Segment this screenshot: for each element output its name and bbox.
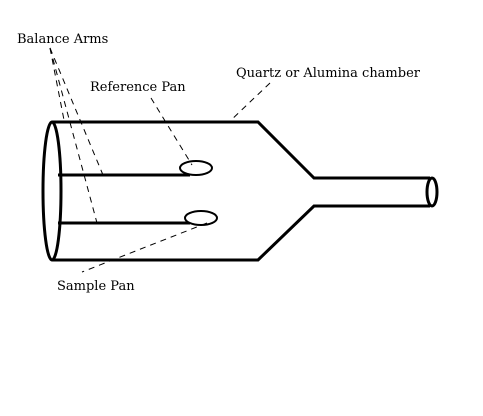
leader-balance-arms-3 xyxy=(49,47,65,121)
label-reference-pan: Reference Pan xyxy=(90,80,186,95)
leader-chamber xyxy=(228,82,271,123)
label-chamber: Quartz or Alumina chamber xyxy=(236,66,421,81)
leader-balance-arms-2 xyxy=(49,47,98,224)
leader-reference-pan xyxy=(150,97,193,166)
chamber-opening xyxy=(41,120,63,262)
reference-pan xyxy=(179,160,213,176)
leader-balance-arms-1 xyxy=(49,47,104,176)
sample-pan xyxy=(184,210,218,226)
leader-sample-pan xyxy=(81,222,208,273)
label-sample-pan: Sample Pan xyxy=(57,279,135,294)
chamber-outline xyxy=(52,120,430,262)
outlet-tube-end xyxy=(425,176,439,208)
label-balance-arms: Balance Arms xyxy=(17,32,108,47)
